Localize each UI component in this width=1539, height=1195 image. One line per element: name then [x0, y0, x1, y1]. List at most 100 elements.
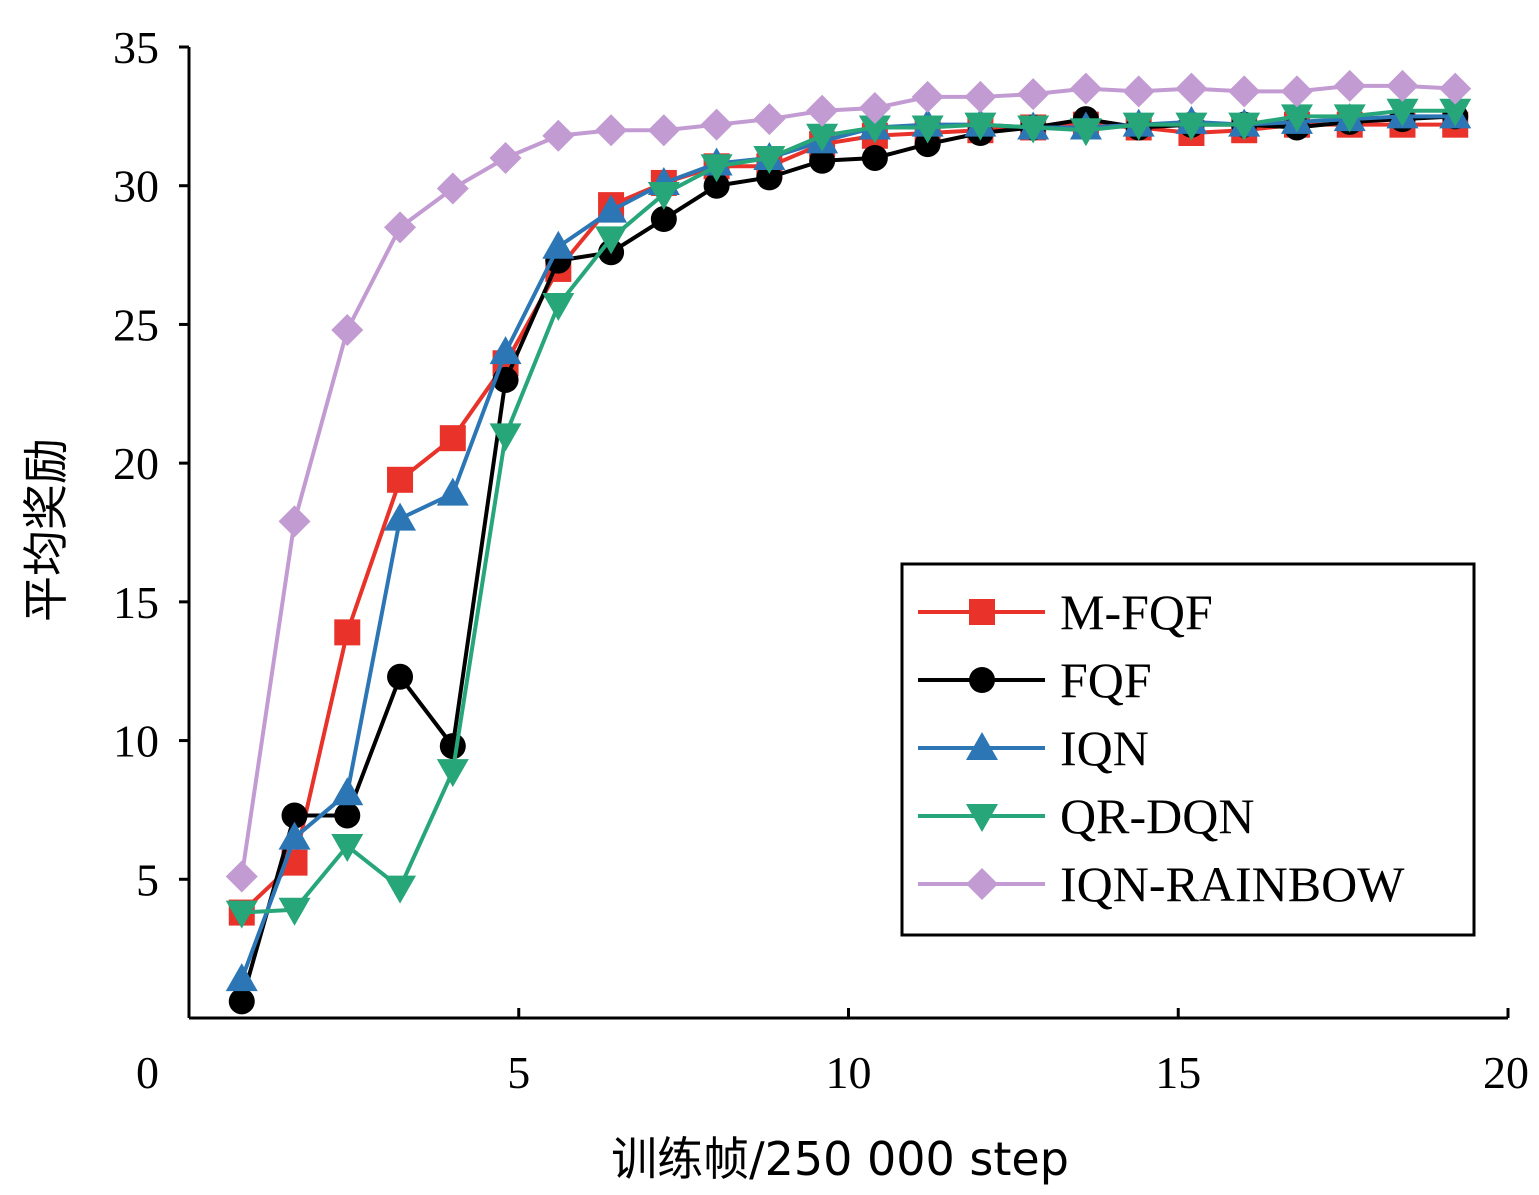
- data-point-qr-dqn: [1386, 98, 1419, 127]
- data-point-iqn: [542, 230, 575, 259]
- data-point-iqn: [489, 336, 522, 365]
- data-point-iqn: [278, 821, 311, 850]
- x-axis-title: 训练帧/250 000 step: [611, 1132, 1069, 1186]
- data-point-iqn-rainbow: [595, 114, 628, 147]
- y-tick-label: 5: [136, 854, 159, 905]
- data-point-iqn: [225, 963, 258, 992]
- x-tick-label: 20: [1483, 1047, 1529, 1098]
- data-point-qr-dqn: [595, 226, 628, 255]
- data-point-iqn-rainbow: [489, 141, 522, 174]
- axes: 5 10 15 20 25 30 35 0 5 10 15 20: [113, 22, 1529, 1098]
- x-tick-label: 5: [507, 1047, 530, 1098]
- legend-label: M-FQF: [1060, 584, 1213, 640]
- legend-marker-m-fqf: [969, 599, 995, 625]
- data-point-qr-dqn: [647, 182, 680, 211]
- data-point-qr-dqn: [1122, 112, 1155, 141]
- data-point-iqn-rainbow: [647, 114, 680, 147]
- data-point-iqn-rainbow: [1386, 69, 1419, 102]
- data-point-qr-dqn: [858, 115, 891, 144]
- data-point-fqf: [439, 733, 466, 760]
- data-point-iqn-rainbow: [1069, 72, 1102, 105]
- data-point-qr-dqn: [1439, 98, 1472, 127]
- y-axis-title: 平均奖励: [19, 438, 73, 622]
- legend-label: IQN-RAINBOW: [1060, 856, 1405, 912]
- legend-marker-fqf: [969, 667, 995, 693]
- data-point-qr-dqn: [806, 123, 839, 152]
- legend-item-fqf: FQF: [918, 652, 1152, 708]
- data-point-iqn: [595, 194, 628, 223]
- data-point-fqf: [703, 172, 730, 199]
- legend-marker-qr-dqn: [966, 804, 998, 832]
- legend-marker-iqn-rainbow: [966, 868, 998, 900]
- data-point-iqn: [436, 477, 469, 506]
- y-tick-label: 15: [113, 577, 159, 628]
- data-point-iqn-rainbow: [911, 80, 944, 113]
- y-tick-label: 35: [113, 22, 159, 73]
- data-point-iqn: [331, 777, 364, 806]
- y-ticks: 5 10 15 20 25 30 35: [113, 22, 189, 905]
- data-point-qr-dqn: [225, 900, 258, 929]
- data-point-iqn-rainbow: [1228, 75, 1261, 108]
- data-point-iqn-rainbow: [1439, 72, 1472, 105]
- data-point-qr-dqn: [964, 112, 997, 141]
- data-point-qr-dqn: [1069, 118, 1102, 147]
- data-point-iqn-rainbow: [384, 211, 417, 244]
- data-point-fqf: [756, 164, 783, 191]
- series-qr-dqn: [225, 98, 1472, 929]
- legend-item-m-fqf: M-FQF: [918, 584, 1213, 640]
- data-point-qr-dqn: [700, 154, 733, 183]
- data-point-m-fqf: [387, 466, 414, 493]
- x-ticks: 0 5 10 15 20: [136, 1008, 1529, 1098]
- data-point-qr-dqn: [1280, 104, 1313, 133]
- data-point-iqn-rainbow: [753, 103, 786, 136]
- data-point-qr-dqn: [911, 115, 944, 144]
- data-point-qr-dqn: [331, 833, 364, 862]
- data-point-iqn-rainbow: [858, 92, 891, 125]
- legend-items: M-FQF FQF IQN QR-DQN IQN-RAINBOW: [918, 584, 1405, 912]
- data-point-m-fqf: [439, 425, 466, 452]
- x-tick-label: 10: [826, 1047, 872, 1098]
- data-point-iqn-rainbow: [700, 108, 733, 141]
- series-layer: [225, 69, 1472, 1015]
- data-point-qr-dqn: [489, 423, 522, 452]
- data-point-iqn-rainbow: [225, 860, 258, 893]
- legend-item-iqn: IQN: [918, 720, 1149, 776]
- legend-label: IQN: [1060, 720, 1149, 776]
- data-point-qr-dqn: [1175, 112, 1208, 141]
- data-point-fqf: [650, 206, 677, 233]
- data-point-iqn-rainbow: [331, 313, 364, 346]
- data-point-fqf: [387, 663, 414, 690]
- legend-item-iqn-rainbow: IQN-RAINBOW: [918, 856, 1405, 912]
- data-point-fqf: [861, 144, 888, 171]
- y-tick-label: 30: [113, 161, 159, 212]
- data-point-qr-dqn: [384, 875, 417, 904]
- data-point-qr-dqn: [1017, 115, 1050, 144]
- data-point-iqn-rainbow: [1122, 75, 1155, 108]
- data-point-fqf: [914, 131, 941, 158]
- data-point-iqn-rainbow: [806, 94, 839, 127]
- y-tick-label: 20: [113, 438, 159, 489]
- series-iqn-rainbow: [225, 69, 1472, 893]
- data-point-qr-dqn: [1333, 104, 1366, 133]
- data-point-iqn-rainbow: [964, 80, 997, 113]
- legend-label: FQF: [1060, 652, 1152, 708]
- legend: M-FQF FQF IQN QR-DQN IQN-RAINBOW: [900, 562, 1476, 937]
- legend-label: QR-DQN: [1060, 788, 1254, 844]
- data-point-fqf: [809, 147, 836, 174]
- data-point-iqn-rainbow: [278, 505, 311, 538]
- y-tick-label: 10: [113, 716, 159, 767]
- legend-item-qr-dqn: QR-DQN: [918, 788, 1254, 844]
- data-point-fqf: [334, 802, 361, 829]
- data-point-qr-dqn: [542, 293, 575, 322]
- data-point-fqf: [281, 802, 308, 829]
- data-point-iqn-rainbow: [1017, 78, 1050, 111]
- x-tick-label: 15: [1155, 1047, 1201, 1098]
- data-point-m-fqf: [334, 619, 361, 646]
- data-point-iqn-rainbow: [1280, 75, 1313, 108]
- data-point-qr-dqn: [436, 759, 469, 788]
- data-point-qr-dqn: [278, 897, 311, 926]
- data-point-iqn-rainbow: [1333, 69, 1366, 102]
- data-point-iqn: [384, 502, 417, 531]
- data-point-iqn-rainbow: [1175, 72, 1208, 105]
